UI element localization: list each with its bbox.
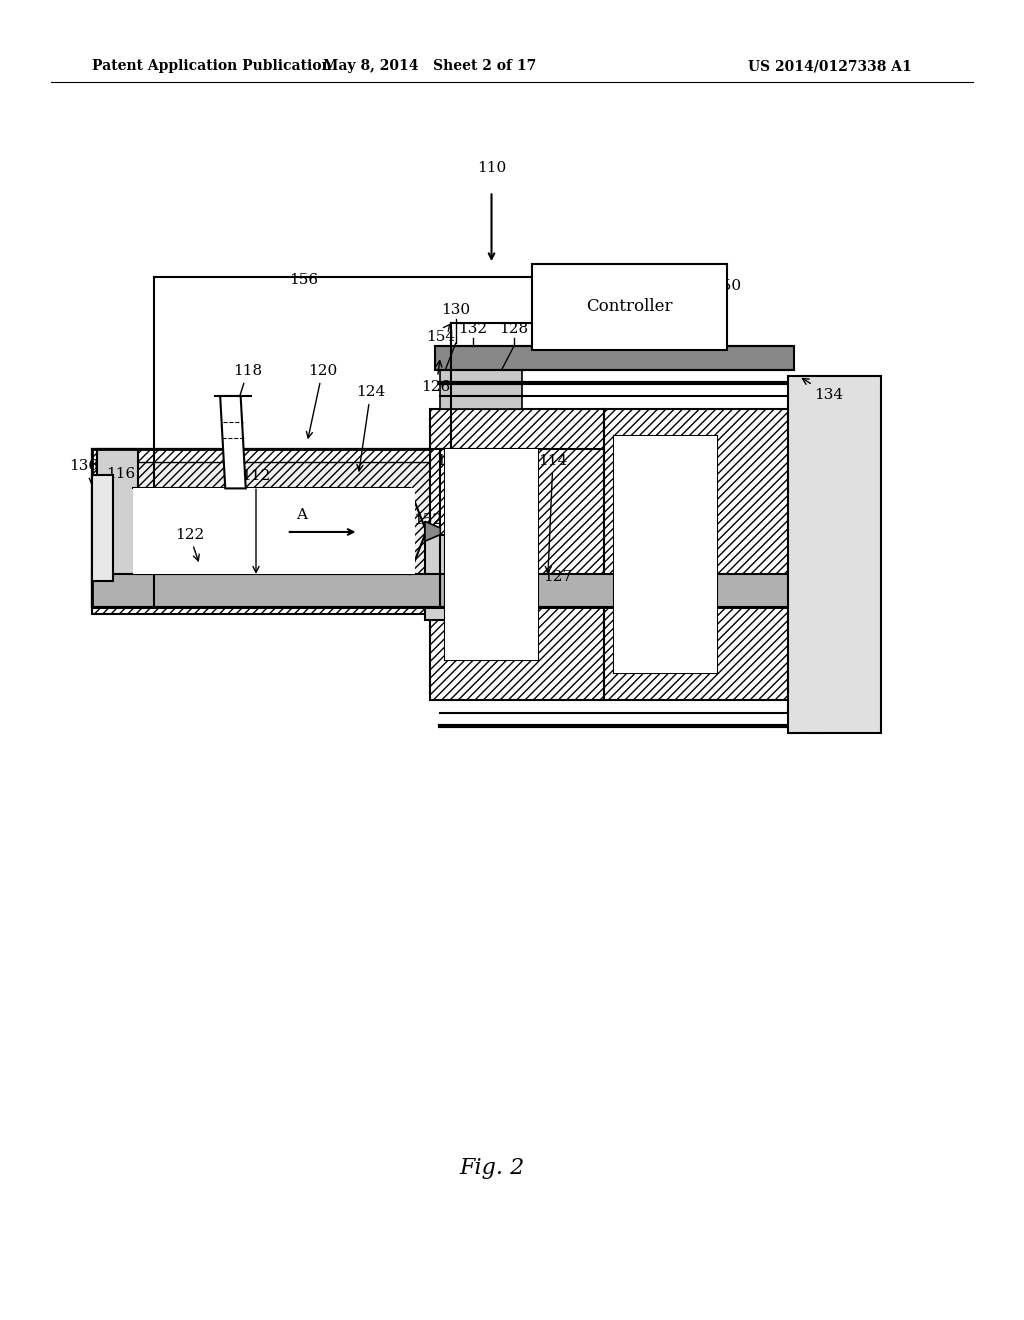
Bar [440, 363, 522, 396]
Text: 112: 112 [242, 470, 270, 573]
Bar [788, 376, 881, 733]
Text: 136: 136 [70, 459, 98, 498]
Text: Fig. 2: Fig. 2 [459, 1158, 524, 1179]
Bar [532, 264, 727, 350]
Text: A: A [297, 508, 307, 521]
Text: 122: 122 [175, 528, 204, 561]
Bar [430, 409, 604, 700]
Bar [92, 475, 113, 581]
Text: 134: 134 [803, 379, 843, 401]
Text: 127: 127 [544, 570, 572, 583]
Bar [133, 488, 415, 574]
Bar [97, 462, 451, 601]
Polygon shape [425, 521, 440, 541]
Bar [92, 449, 461, 607]
Text: 118: 118 [233, 364, 262, 412]
Text: 154: 154 [426, 325, 455, 343]
Bar [604, 409, 788, 700]
Bar [92, 449, 456, 614]
Text: US 2014/0127338 A1: US 2014/0127338 A1 [748, 59, 911, 74]
Text: 124: 124 [356, 385, 385, 471]
Bar [435, 346, 794, 370]
Text: Controller: Controller [587, 298, 673, 315]
Text: 150: 150 [712, 280, 740, 293]
Bar [440, 396, 522, 409]
Bar [614, 436, 717, 673]
Bar [92, 574, 819, 607]
Text: 120: 120 [306, 364, 337, 438]
Text: 130: 130 [441, 304, 470, 317]
Bar [445, 449, 538, 660]
Text: Patent Application Publication: Patent Application Publication [92, 59, 332, 74]
Text: 116: 116 [106, 467, 135, 480]
Text: 126: 126 [422, 360, 451, 393]
Text: 156: 156 [290, 273, 318, 286]
Text: 110: 110 [477, 161, 506, 174]
Text: May 8, 2014   Sheet 2 of 17: May 8, 2014 Sheet 2 of 17 [324, 59, 537, 74]
Text: 128: 128 [500, 322, 528, 335]
Text: 132: 132 [459, 322, 487, 335]
Text: 152: 152 [414, 513, 442, 527]
Bar [97, 449, 138, 607]
Text: 114: 114 [539, 454, 567, 573]
Bar [425, 535, 451, 620]
Polygon shape [220, 396, 246, 488]
Text: 125: 125 [460, 566, 488, 579]
Text: 170: 170 [436, 454, 465, 573]
